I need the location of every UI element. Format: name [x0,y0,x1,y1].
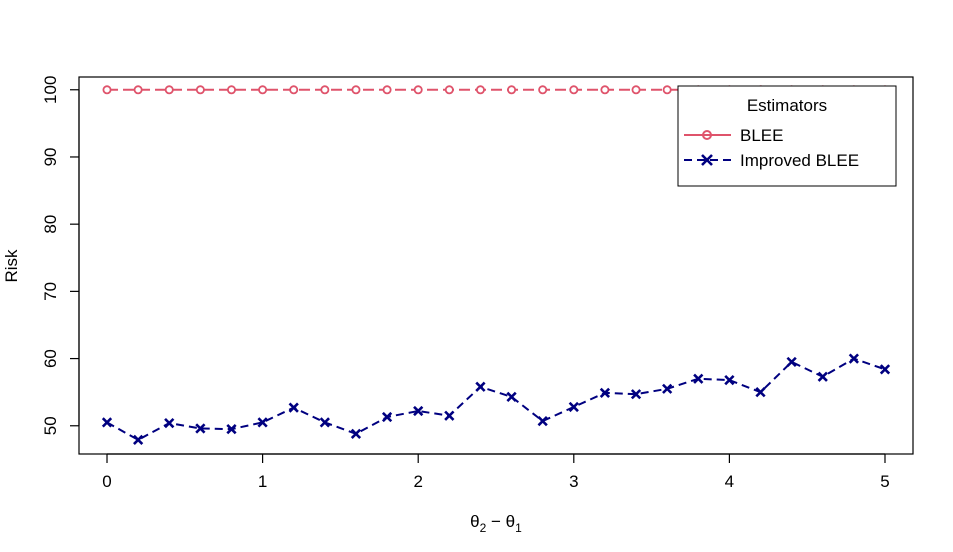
data-point [413,85,423,95]
data-point [538,85,548,95]
data-point [755,387,766,398]
data-point [569,85,579,95]
data-point [413,405,424,417]
y-tick-label: 90 [41,148,60,167]
series-improved-blee [101,353,891,446]
data-point [102,85,112,95]
data-point [195,423,206,434]
data-point [693,373,704,384]
data-point [350,428,362,439]
data-point [631,85,641,95]
series-line [106,357,886,442]
x-tick-label: 3 [569,472,578,491]
data-point [724,374,735,386]
data-point [537,415,548,427]
legend-marker-improved-blee [701,154,713,166]
data-point [662,85,672,95]
data-point [444,85,454,95]
legend-title: Estimators [747,96,827,115]
data-point [475,381,486,392]
data-point [879,364,891,375]
data-point [506,391,517,402]
data-point [568,401,579,413]
data-point [288,402,299,413]
legend-label-improved-blee: Improved BLEE [740,151,859,170]
legend: Estimators BLEE Improved BLEE [677,85,897,187]
data-point [599,387,611,398]
y-axis-title: Risk [2,249,21,283]
data-point [786,356,797,368]
data-point [133,434,144,446]
x-tick-label: 2 [413,472,422,491]
data-point [817,371,828,382]
x-axis: 0 1 2 3 4 5 [102,453,890,491]
x-tick-label: 5 [880,472,889,491]
x-axis-title: θ2 − θ1 [470,512,522,535]
legend-marker-blee [702,130,712,140]
data-point [258,85,268,95]
y-axis: 50 60 70 80 90 100 [41,76,80,435]
data-point [600,85,610,95]
data-point [848,353,859,364]
x-tick-label: 0 [102,472,111,491]
y-tick-label: 80 [41,215,60,234]
y-tick-label: 100 [41,76,60,104]
data-point [475,85,485,95]
data-point [164,417,175,429]
x-tick-label: 1 [258,472,267,491]
y-tick-label: 70 [41,282,60,301]
data-point [257,417,268,428]
data-point [382,85,392,95]
data-point [226,85,236,95]
data-point [381,411,393,423]
data-point [289,85,299,95]
data-point [630,389,642,400]
data-point [195,85,205,95]
data-point [133,85,143,95]
data-point [101,417,113,428]
data-point [662,383,673,394]
data-point [507,85,517,95]
legend-label-blee: BLEE [740,126,783,145]
data-point [226,424,237,435]
y-tick-label: 50 [41,416,60,435]
data-point [444,410,455,421]
data-point [319,417,330,428]
data-point [351,85,361,95]
data-point [164,85,174,95]
x-tick-label: 4 [725,472,734,491]
y-tick-label: 60 [41,349,60,368]
data-point [320,85,330,95]
